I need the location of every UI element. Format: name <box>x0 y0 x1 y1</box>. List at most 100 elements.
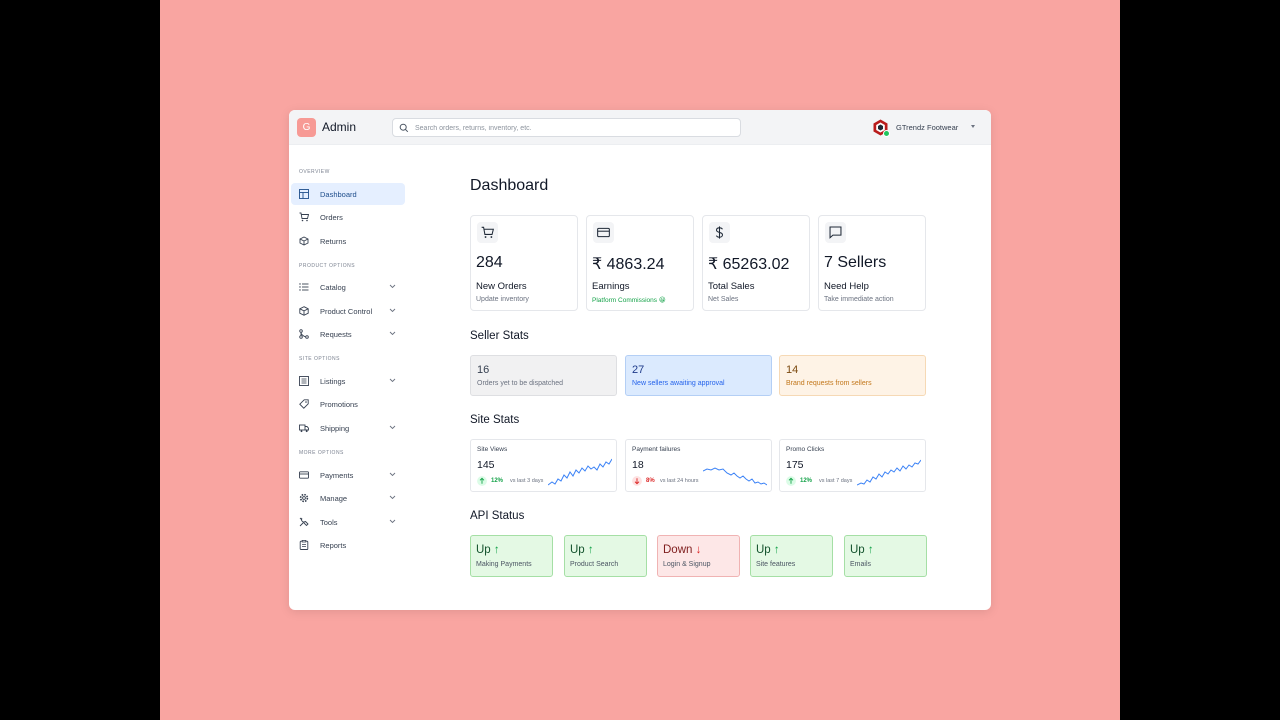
chevron-down-icon[interactable] <box>389 308 396 313</box>
cart-icon <box>299 212 309 222</box>
kpi-value: 7 Sellers <box>824 254 887 271</box>
kpi-subtext: Platform Commissions 😀 <box>592 297 666 304</box>
kpi-card-total-sales[interactable]: ₹ 65263.02 Total Sales Net Sales <box>702 215 810 311</box>
sparkline-chart <box>703 467 767 486</box>
api-state-text: Up <box>850 544 865 556</box>
card-icon <box>597 227 610 238</box>
arrow-down-icon <box>632 476 642 486</box>
card-icon <box>299 471 309 479</box>
chevron-down-icon[interactable] <box>389 284 396 289</box>
kpi-card-new-orders[interactable]: 284 New Orders Update inventory <box>470 215 578 311</box>
sidebar-item-orders[interactable]: Orders <box>291 206 405 228</box>
stat-value: 175 <box>786 459 804 471</box>
site-stats-title: Site Stats <box>470 414 520 426</box>
arrow-up-icon: ↑ <box>867 544 874 556</box>
sidebar-section-more-options: MORE OPTIONS <box>299 450 344 456</box>
app-title[interactable]: Admin <box>322 120 357 134</box>
app-logo[interactable]: G <box>297 118 316 137</box>
site-stat-payment-failures[interactable]: Payment failures 18 8% vs last 24 hours <box>625 439 772 492</box>
api-state: Up ↑ <box>756 544 780 556</box>
site-stat-site-views[interactable]: Site Views 145 12% vs last 3 days <box>470 439 617 492</box>
gear-icon <box>299 493 309 503</box>
api-state-text: Up <box>476 544 491 556</box>
seller-stat-number: 27 <box>632 364 645 376</box>
seller-stat-brand-requests[interactable]: 14 Brand requests from sellers <box>779 355 926 396</box>
sidebar-item-label: Listings <box>320 377 346 386</box>
chevron-down-icon[interactable] <box>389 519 396 524</box>
search-icon <box>399 123 409 133</box>
seller-stat-dispatch[interactable]: 16 Orders yet to be dispatched <box>470 355 617 396</box>
sidebar-item-dashboard[interactable]: Dashboard <box>291 183 405 205</box>
api-name: Emails <box>850 561 872 568</box>
sidebar: OVERVIEW Dashboard Orders Returns PRODUC… <box>289 145 414 610</box>
sidebar-item-label: Reports <box>320 541 347 550</box>
kpi-value: 284 <box>476 254 503 271</box>
arrow-up-icon <box>786 476 796 486</box>
stat-trend: 12% vs last 7 days <box>786 476 886 486</box>
chevron-down-icon[interactable] <box>389 378 396 383</box>
sidebar-item-tools[interactable]: Tools <box>291 511 405 533</box>
api-state-text: Up <box>756 544 771 556</box>
sidebar-item-promotions[interactable]: Promotions <box>291 393 405 415</box>
stat-period: vs last 3 days <box>510 478 544 484</box>
sidebar-item-returns[interactable]: Returns <box>291 230 405 252</box>
api-status-login-signup[interactable]: Down ↓ Login & Signup <box>657 535 740 577</box>
list-icon <box>299 283 309 291</box>
kpi-card-earnings[interactable]: ₹ 4863.24 Earnings Platform Commissions … <box>586 215 694 311</box>
kpi-subtext: Net Sales <box>708 296 739 303</box>
sidebar-item-label: Dashboard <box>320 190 357 199</box>
kpi-subtext: Take immediate action <box>824 296 894 303</box>
stat-trend: 8% vs last 24 hours <box>632 476 732 486</box>
api-state: Up ↑ <box>850 544 874 556</box>
seller-stat-number: 16 <box>477 364 490 376</box>
api-status-making-payments[interactable]: Up ↑ Making Payments <box>470 535 553 577</box>
arrow-up-icon: ↑ <box>493 544 500 556</box>
site-stat-promo-clicks[interactable]: Promo Clicks 175 12% vs last 7 days <box>779 439 926 492</box>
chevron-down-icon[interactable] <box>389 495 396 500</box>
sidebar-item-shipping[interactable]: Shipping <box>291 417 405 439</box>
search-input[interactable] <box>415 121 735 135</box>
sidebar-item-listings[interactable]: Listings <box>291 370 405 392</box>
sidebar-section-overview: OVERVIEW <box>299 169 330 175</box>
arrow-up-icon <box>477 476 487 486</box>
sidebar-item-label: Promotions <box>320 400 358 409</box>
api-state: Up ↑ <box>570 544 594 556</box>
chevron-down-icon[interactable] <box>389 425 396 430</box>
api-name: Product Search <box>570 561 619 568</box>
stat-period: vs last 7 days <box>819 478 853 484</box>
sidebar-section-site-options: SITE OPTIONS <box>299 356 341 362</box>
sidebar-item-reports[interactable]: Reports <box>291 534 405 556</box>
chevron-down-icon[interactable] <box>389 331 396 336</box>
sidebar-item-product-control[interactable]: Product Control <box>291 300 405 322</box>
merge-icon <box>299 329 309 339</box>
sidebar-item-payments[interactable]: Payments <box>291 464 405 486</box>
sidebar-item-catalog[interactable]: Catalog <box>291 276 405 298</box>
api-status-emails[interactable]: Up ↑ Emails <box>844 535 927 577</box>
sidebar-item-label: Shipping <box>320 424 350 433</box>
seller-stat-description: New sellers awaiting approval <box>632 380 725 387</box>
sidebar-item-label: Tools <box>320 518 338 527</box>
sidebar-item-label: Payments <box>320 471 354 480</box>
sidebar-item-label: Product Control <box>320 307 373 316</box>
search-bar[interactable] <box>392 118 741 137</box>
dashboard-icon <box>299 189 309 199</box>
stat-percent: 8% <box>646 478 655 484</box>
cart-icon <box>481 226 494 238</box>
chevron-down-icon[interactable] <box>389 472 396 477</box>
api-status-title: API Status <box>470 510 525 522</box>
stat-title: Promo Clicks <box>786 446 825 453</box>
card-icon-wrap <box>825 222 846 243</box>
stat-value: 18 <box>632 459 644 471</box>
dollar-icon <box>715 226 724 239</box>
api-status-site-features[interactable]: Up ↑ Site features <box>750 535 833 577</box>
seller-stat-approval[interactable]: 27 New sellers awaiting approval <box>625 355 772 396</box>
kpi-label: Total Sales <box>708 281 755 292</box>
api-status-product-search[interactable]: Up ↑ Product Search <box>564 535 647 577</box>
api-state: Down ↓ <box>663 544 701 556</box>
stat-value: 145 <box>477 459 495 471</box>
sidebar-item-manage[interactable]: Manage <box>291 487 405 509</box>
arrow-up-icon: ↑ <box>773 544 780 556</box>
account-menu[interactable]: GTrendz Footwear <box>872 119 982 137</box>
kpi-card-need-help[interactable]: 7 Sellers Need Help Take immediate actio… <box>818 215 926 311</box>
sidebar-item-requests[interactable]: Requests <box>291 323 405 345</box>
